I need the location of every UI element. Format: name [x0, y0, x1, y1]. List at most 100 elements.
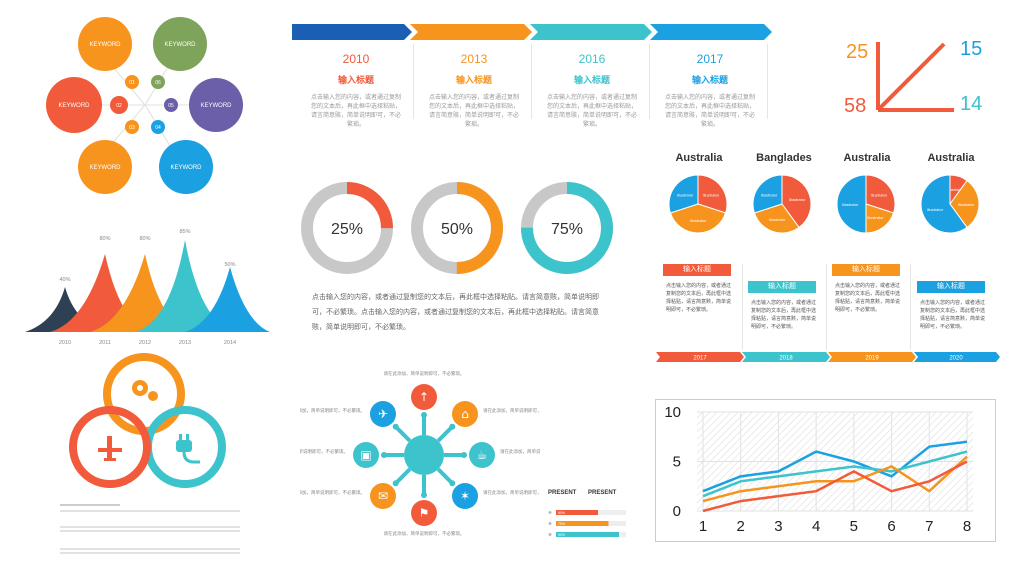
- peak-label: 40%: [59, 277, 70, 283]
- peak-label: 85%: [179, 229, 190, 235]
- pie-title: Australia: [843, 152, 891, 164]
- hub-spoke-text: 请在此添加，简单说明即可，不必繁琐。: [483, 407, 540, 414]
- hub-spoke: [436, 425, 454, 443]
- donut-arc: [521, 182, 613, 274]
- pie-slice: [669, 203, 727, 234]
- keyword-bubble-5: [78, 140, 132, 194]
- donut-label: 25%: [331, 221, 363, 238]
- present-title-a: PRESENT: [548, 490, 577, 496]
- present-bar-tag: 60%: [558, 511, 565, 515]
- line-chart: 1 2 3 4 5 6 7 8 0 5 10: [655, 399, 996, 542]
- venn-rings: [69, 353, 226, 488]
- pie-title: Australia: [675, 152, 723, 164]
- hub-icon-glyph: ↑: [419, 390, 429, 404]
- year-card-body: 点击输入您的内容，或者通过复制您的文本后，再此框中选择粘贴，请言简意赅，简单说明…: [920, 300, 986, 330]
- pie-row: Illustrator Illustrator Illustrator Illustr…: [668, 174, 980, 234]
- timeline-title: 输入标题: [455, 75, 492, 85]
- hub-icon-glyph: ✉: [378, 489, 388, 503]
- keyword-label: KEYWORD: [200, 103, 232, 109]
- donut-caption: 点击输入您的内容，或者通过复制您的文本后，再此框中选择粘贴。请言简意赅，简单说明…: [312, 294, 599, 331]
- series-line: [702, 450, 968, 498]
- x-tick-label: 6: [887, 518, 895, 535]
- year-card-strip: 2017 2018 2019 2020: [656, 352, 1000, 362]
- pie-slice: [865, 203, 895, 234]
- present-bar: [556, 532, 619, 537]
- pie-slice: [836, 174, 867, 234]
- peak-label: 80%: [139, 236, 150, 242]
- x-tick-label: 1: [699, 518, 707, 535]
- donut-label: 50%: [441, 221, 473, 238]
- keyword-num: 03: [129, 125, 135, 131]
- hub-spoke: [394, 425, 412, 443]
- pie-slice-label: Illustrator: [690, 218, 707, 223]
- peaks-chart: 40% 80% 80% 85% 50% 2010 2011 2012 2013 …: [25, 229, 270, 346]
- keyword-label: KEYWORD: [89, 42, 121, 48]
- teacup-icon: [469, 442, 495, 468]
- hub-spoke: [394, 467, 412, 485]
- timeline-year: 2013: [460, 52, 488, 66]
- airplane-icon: [98, 436, 122, 461]
- hub-icon-glyph: ✶: [460, 489, 470, 503]
- pie-slice: [697, 174, 728, 214]
- peak-year: 2013: [179, 340, 191, 346]
- peak-label: 80%: [99, 236, 110, 242]
- y-tick-label: 10: [664, 404, 681, 421]
- keyword-bubble-6: [46, 77, 102, 133]
- hub-icon-glyph: ☕: [477, 448, 488, 462]
- donut-arc: [301, 182, 393, 274]
- pie-slice: [865, 174, 896, 214]
- y-tick-label: 0: [673, 503, 681, 520]
- keyword-num: 02: [116, 103, 122, 109]
- hub-spoke-text: 请在此添加，简单说明即可，不必繁琐。: [300, 407, 365, 414]
- year-card-year: 2020: [949, 356, 963, 362]
- y-tick-label: 5: [673, 454, 681, 471]
- corner-lines: 25 15 58 14: [844, 38, 982, 117]
- year-card-body: 点击输入您的内容，或者通过复制您的文本后，再此框中选择粘贴，请言简意赅，简单说明…: [751, 300, 817, 330]
- timeline-year: 2010: [342, 52, 370, 66]
- hub-spoke-text: 请在此添加，简单说明即可，不必繁琐。: [300, 489, 365, 496]
- hub-spoke-text: 请在此添加，简单说明即可，不必繁琐。: [384, 530, 465, 537]
- keyword-num: 05: [168, 103, 174, 109]
- pie-slice-label: Illustrator: [927, 207, 944, 212]
- pie-slice-label: Illustrator: [789, 197, 806, 202]
- x-tick-label: 2: [737, 518, 745, 535]
- timeline-year: 2017: [696, 52, 724, 66]
- donut-label: 75%: [551, 221, 583, 238]
- hub-diagram: ↑ 请在此添加，简单说明即可，不必繁琐。 ⌂ 请在此添加，简单说明即可，不必繁琐。 ☕ 请…: [300, 370, 540, 537]
- timeline-body: 点击输入您的内容，或者通过复制您的文本后，再此框中选择粘贴，请言简意赅，简单说明…: [311, 95, 402, 128]
- flag-icon: [411, 500, 437, 526]
- pie-slice-label: Illustrator: [958, 202, 975, 207]
- hub-icon-glyph: ⚑: [419, 506, 430, 520]
- x-tick-label: 8: [963, 518, 971, 535]
- pie-slice-label: Illustrator: [761, 193, 778, 198]
- keyword-label: KEYWORD: [164, 42, 196, 48]
- peak-year: 2011: [99, 340, 111, 346]
- hub-spoke-text: 请在此添加，简单说明即可，不必繁琐。: [300, 448, 348, 455]
- timeline-body: 点击输入您的内容，或者通过复制您的文本后，再此框中选择粘贴，请言简意赅，简单说明…: [665, 95, 756, 128]
- pie-slice: [753, 203, 800, 234]
- pie-slice: [781, 174, 812, 229]
- peak-5: [185, 267, 270, 332]
- keyword-bubble-4: [159, 140, 213, 194]
- pie-slice-label: Illustrator: [842, 202, 859, 207]
- year-card-head: 输入标题: [748, 281, 816, 293]
- corner-number-tr: 15: [960, 38, 982, 60]
- keyword-bubble-1: [78, 17, 132, 71]
- gamepad-icon: [452, 483, 479, 510]
- timeline-title: 输入标题: [691, 75, 728, 85]
- keyword-num: 06: [155, 80, 161, 86]
- keyword-bubble-2: [153, 17, 207, 71]
- peak-year: 2010: [59, 340, 71, 346]
- keyword-bubbles: KEYWORD KEYWORD KEYWORD KEYWORD KEYWORD …: [46, 17, 243, 194]
- keyword-bubble-3: [189, 78, 243, 132]
- year-card-body: 点击输入您的内容，或者通过复制您的文本后，再此框中选择粘贴，请言简意赅，简单说明…: [666, 283, 732, 313]
- present-bar-tag: 75%: [558, 522, 565, 526]
- truck-icon: [353, 442, 379, 468]
- pie-slice-label: Illustrator: [947, 187, 964, 192]
- hub-icon-glyph: ▣: [360, 448, 371, 462]
- present-bars: 60% 75% 90%: [548, 510, 626, 537]
- timeline-year: 2016: [578, 52, 606, 66]
- keyword-label: KEYWORD: [58, 103, 90, 109]
- plug-icon: [176, 434, 200, 464]
- present-bar: [556, 510, 598, 515]
